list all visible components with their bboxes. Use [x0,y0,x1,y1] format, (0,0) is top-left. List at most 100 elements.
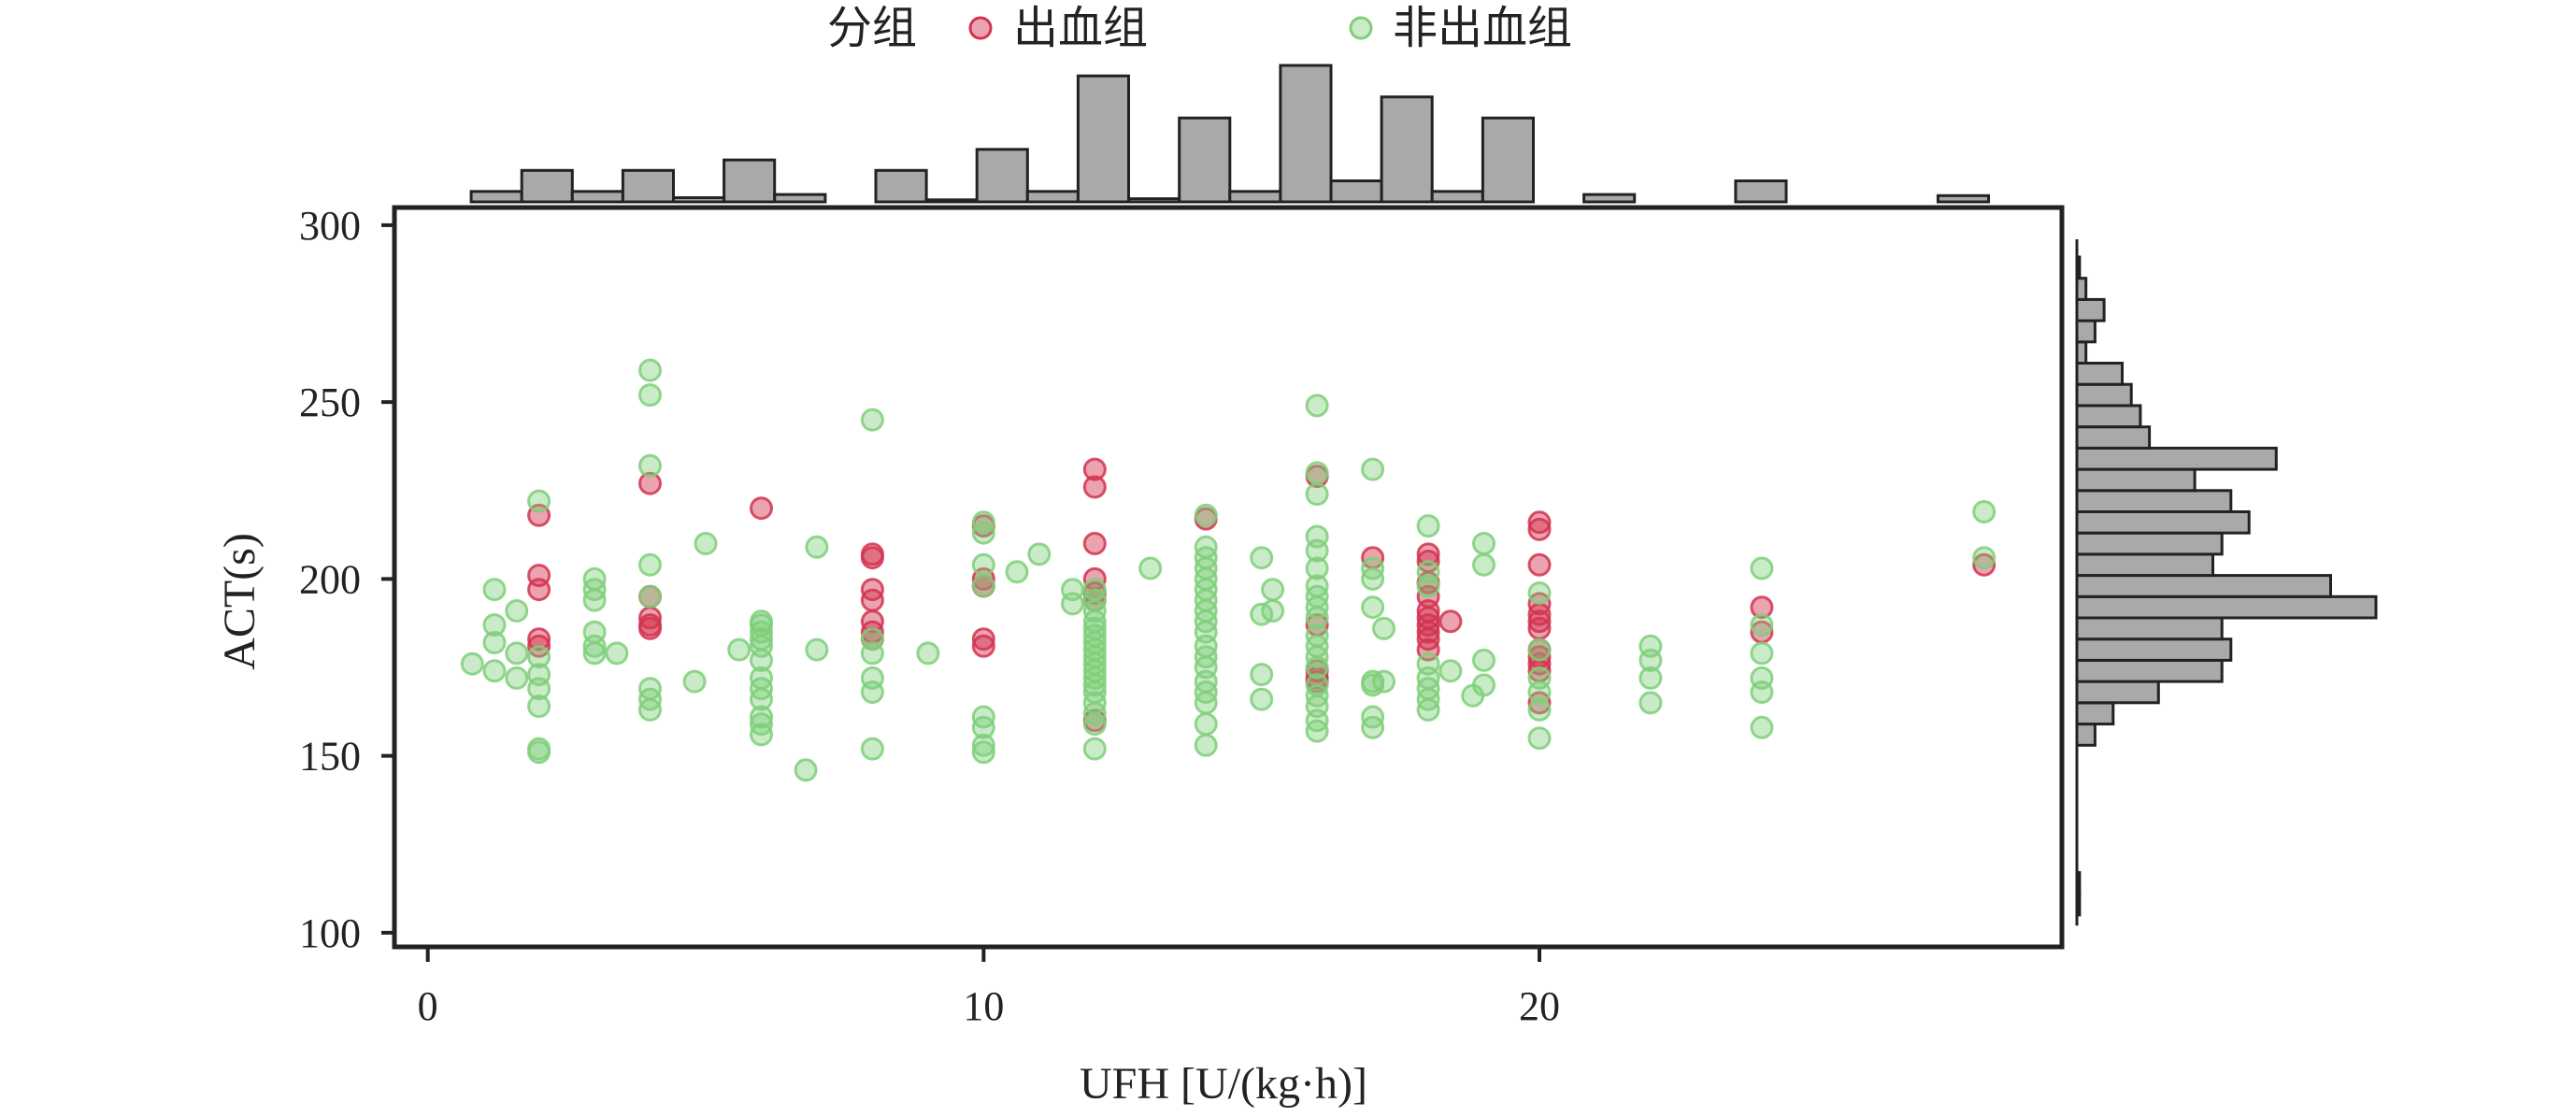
point-non-bleeding [1527,726,1552,751]
point-non-bleeding [1472,648,1496,672]
point-non-bleeding [1361,457,1385,481]
point-non-bleeding [582,634,607,658]
right-histogram-bar [2075,680,2160,705]
point-non-bleeding [1639,666,1663,690]
point-non-bleeding [1527,697,1552,722]
legend: 分组 出血组 非出血组 [827,4,1572,53]
top-histogram-bar [1329,179,1383,204]
point-non-bleeding [638,358,662,382]
point-non-bleeding [1416,697,1440,722]
top-histogram-bar [1025,190,1080,204]
point-non-bleeding [505,599,529,623]
legend-label-non-bleeding: 非出血组 [1393,4,1572,53]
x-tick-label: 10 [963,983,1004,1029]
point-bleeding [638,616,662,640]
point-non-bleeding [482,659,507,683]
point-bleeding [1082,475,1107,499]
right-histogram-bar [2075,658,2224,683]
point-non-bleeding [1082,737,1107,761]
point-non-bleeding [971,740,995,765]
top-histogram-bar [1582,193,1637,204]
point-non-bleeding [1372,669,1395,694]
point-non-bleeding [1261,578,1285,602]
y-axis: 100 150 200 250 300 [299,203,394,956]
point-non-bleeding [1305,606,1329,630]
point-non-bleeding [638,584,662,609]
right-histogram-bar [2075,277,2088,301]
right-histogram-bar [2075,446,2278,471]
point-non-bleeding [1305,556,1329,580]
top-histogram-bar [1178,116,1232,204]
right-histogram-bar [2075,531,2224,556]
point-non-bleeding [916,641,940,666]
point-bleeding [1527,510,1552,535]
point-non-bleeding [1472,552,1496,577]
point-non-bleeding [482,613,507,637]
right-histogram-bar [2075,871,2082,895]
right-histogram-bar [2075,637,2233,662]
top-histogram-bar [924,198,979,204]
top-histogram-bar [773,193,827,204]
point-non-bleeding [1305,394,1329,418]
point-bleeding [638,471,662,495]
top-histogram-bar [1734,179,1788,204]
point-non-bleeding [1261,599,1285,623]
point-non-bleeding [1305,482,1329,507]
point-non-bleeding [1750,715,1774,739]
right-histogram-bar [2075,362,2124,386]
right-histogram-bar [2075,340,2088,365]
point-non-bleeding [750,648,773,672]
right-histogram-bar [2075,510,2251,535]
point-bleeding [1750,595,1774,620]
top-histogram-bar [672,196,726,204]
point-bleeding [860,546,884,570]
scatter-points [460,358,1996,782]
point-non-bleeding [1750,641,1774,666]
point-non-bleeding [1438,659,1463,683]
point-non-bleeding [1194,503,1218,527]
point-non-bleeding [694,532,718,555]
point-non-bleeding [750,687,773,711]
point-bleeding [1972,552,1996,577]
x-tick-label: 20 [1519,983,1560,1029]
point-non-bleeding [1305,538,1329,563]
point-non-bleeding [1416,574,1440,598]
point-bleeding [1082,457,1107,481]
point-bleeding [1438,609,1463,634]
point-non-bleeding [750,723,773,747]
point-non-bleeding [971,521,995,545]
point-non-bleeding [482,578,507,602]
point-non-bleeding [1527,581,1552,605]
point-non-bleeding [1372,616,1395,640]
x-axis-label: UFH [U/(kg·h)] [1080,1059,1367,1109]
point-non-bleeding [1305,655,1329,680]
point-non-bleeding [1750,680,1774,704]
point-non-bleeding [1061,592,1084,616]
point-non-bleeding [527,740,551,765]
top-histogram-bar [1430,190,1484,204]
top-histogram-bar [1279,64,1333,204]
point-non-bleeding [971,733,995,757]
point-non-bleeding [1194,691,1218,715]
point-non-bleeding [1527,637,1552,662]
point-non-bleeding [1194,733,1218,757]
point-non-bleeding [1250,663,1274,687]
point-non-bleeding [1972,546,1996,570]
point-non-bleeding [1639,691,1663,715]
top-histogram-bar [1076,74,1131,204]
right-histogram-bar [2075,552,2214,578]
point-bleeding [527,627,551,652]
x-axis: 0 10 20 [418,947,1560,1029]
point-bleeding [1527,517,1552,541]
point-non-bleeding [527,489,551,513]
point-non-bleeding [638,383,662,408]
point-non-bleeding [805,535,829,559]
right-histogram-bar [2075,616,2224,641]
point-bleeding [971,634,995,658]
point-bleeding [860,588,884,612]
right-histogram-bar [2075,404,2142,429]
top-histogram-bar [570,190,624,204]
point-bleeding [527,578,551,602]
point-non-bleeding [527,677,551,701]
